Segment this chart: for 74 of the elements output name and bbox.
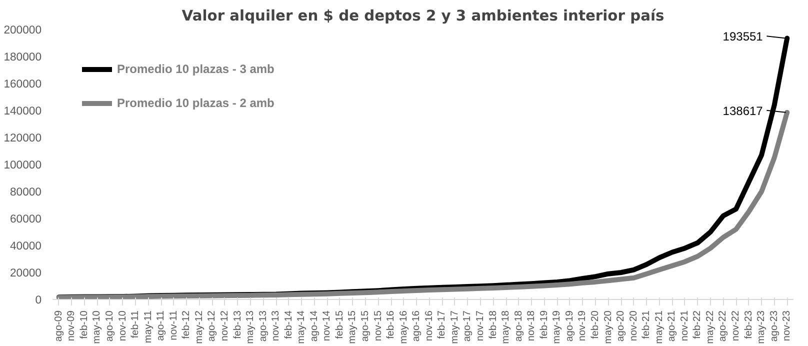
x-tick-label: ago-23	[768, 310, 780, 342]
x-tick-label: may-12	[194, 310, 205, 344]
x-tick-label: nov-20	[628, 310, 640, 342]
x-tick-label: nov-19	[577, 310, 588, 342]
x-tick-label: may-23	[756, 310, 768, 344]
x-tick-label: may-13	[245, 310, 256, 344]
x-tick-label: feb-15	[334, 310, 346, 339]
x-tick-label: nov-21	[679, 310, 690, 342]
chart-title: Valor alquiler en $ de deptos 2 y 3 ambientes interior país	[182, 8, 664, 24]
x-tick-label: may-15	[347, 310, 358, 344]
x-tick-label: feb-12	[181, 310, 192, 339]
x-tick-label: feb-22	[692, 310, 704, 339]
x-tick-label: may-16	[398, 310, 410, 344]
x-tick-label: nov-16	[424, 310, 435, 342]
x-tick-label: ago-09	[53, 310, 64, 342]
x-tick-label: may-17	[449, 310, 460, 344]
legend-label: Promedio 10 plazas - 2 amb	[117, 96, 274, 110]
x-tick-label: may-20	[602, 310, 614, 344]
x-tick-label: nov-17	[474, 310, 486, 342]
x-tick-label: feb-18	[488, 310, 499, 339]
x-tick-label: ago-18	[513, 310, 524, 342]
x-tick-label: ago-10	[104, 310, 116, 342]
x-tick-label: ago-16	[411, 310, 422, 342]
x-tick-label: ago-17	[462, 310, 474, 342]
y-tick-label: 140000	[4, 106, 42, 118]
x-tick-label: nov-12	[219, 310, 230, 342]
x-tick-label: nov-10	[117, 310, 128, 342]
y-tick-label: 200000	[4, 24, 42, 36]
data-label: 138617	[722, 104, 764, 118]
x-tick-label: nov-13	[270, 310, 282, 342]
x-tick-label: feb-21	[641, 310, 652, 339]
x-tick-label: feb-16	[386, 310, 397, 339]
y-tick-label: 120000	[4, 132, 42, 144]
y-tick-label: 20000	[10, 268, 42, 280]
y-tick-label: 40000	[10, 240, 42, 252]
x-tick-label: nov-14	[322, 310, 333, 342]
x-tick-label: feb-20	[590, 310, 601, 339]
x-tick-label: ago-12	[206, 310, 218, 342]
x-tick-label: ago-11	[156, 310, 167, 341]
y-tick-label: 0	[35, 294, 42, 306]
x-tick-label: nov-18	[526, 310, 538, 342]
y-tick-label: 60000	[10, 214, 42, 226]
legend-label: Promedio 10 plazas - 3 amb	[117, 62, 274, 76]
x-tick-label: ago-13	[258, 310, 269, 342]
y-tick-label: 160000	[4, 78, 42, 90]
x-tick-label: feb-10	[78, 310, 90, 339]
x-tick-label: nov-22	[730, 310, 742, 342]
x-tick-label: may-18	[500, 310, 512, 344]
x-tick-label: nov-23	[782, 310, 793, 342]
x-tick-label: may-21	[654, 310, 665, 344]
x-tick-label: feb-23	[743, 310, 754, 339]
x-tick-label: may-22	[704, 310, 716, 344]
x-tick-label: nov-09	[66, 310, 78, 342]
x-tick-label: ago-21	[666, 310, 678, 342]
x-tick-label: ago-22	[718, 310, 729, 342]
x-tick-label: ago-14	[308, 310, 320, 342]
y-tick-label: 80000	[10, 186, 42, 198]
x-tick-label: may-11	[142, 310, 154, 344]
x-tick-label: nov-15	[372, 310, 384, 342]
x-tick-label: feb-19	[538, 310, 550, 339]
x-tick-label: ago-19	[564, 310, 576, 342]
y-tick-label: 100000	[4, 160, 42, 172]
x-tick-label: ago-15	[360, 310, 372, 342]
x-tick-label: ago-20	[616, 310, 627, 342]
x-tick-label: may-14	[296, 310, 308, 344]
x-tick-label: feb-11	[130, 310, 142, 338]
x-tick-label: feb-14	[283, 310, 294, 339]
y-tick-label: 180000	[4, 52, 42, 64]
x-tick-label: feb-13	[232, 310, 244, 339]
x-tick-label: nov-11	[168, 310, 180, 340]
x-tick-label: may-10	[92, 310, 103, 344]
x-tick-label: may-19	[552, 310, 563, 344]
x-tick-label: feb-17	[436, 310, 448, 339]
data-label: 193551	[722, 30, 764, 44]
